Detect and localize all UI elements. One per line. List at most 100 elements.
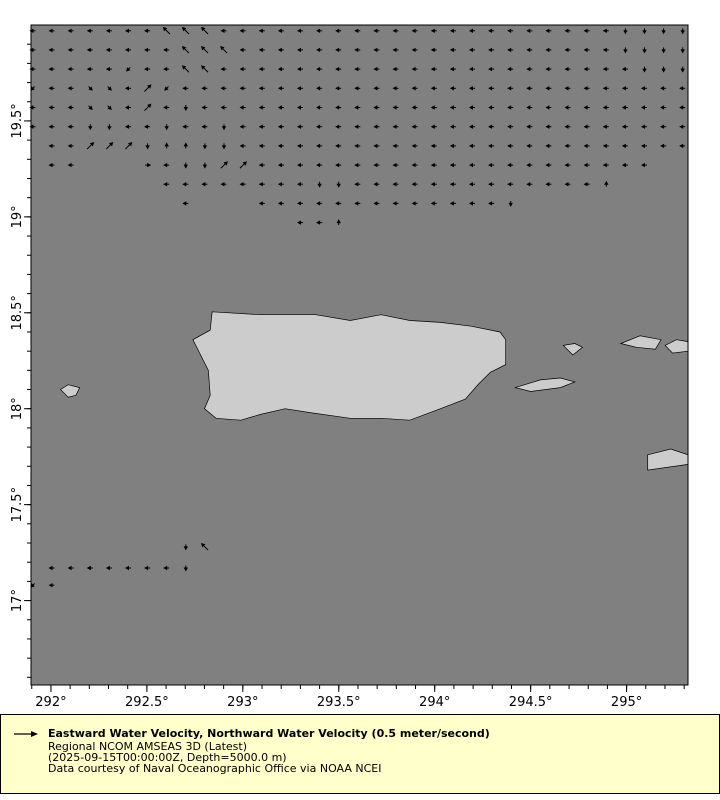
velocity-arrow: [545, 182, 552, 187]
velocity-arrow: [183, 142, 189, 149]
velocity-arrow: [469, 201, 475, 206]
velocity-arrow: [220, 28, 227, 33]
velocity-arrow: [144, 565, 151, 571]
velocity-arrow: [392, 28, 399, 33]
velocity-arrow: [507, 124, 514, 129]
velocity-arrow: [277, 47, 284, 53]
velocity-arrow: [144, 103, 152, 112]
velocity-arrow: [661, 66, 666, 73]
velocity-arrow: [144, 28, 151, 33]
velocity-arrow: [182, 201, 189, 206]
velocity-arrow: [430, 124, 437, 129]
velocity-arrow: [201, 124, 208, 129]
velocity-arrow: [297, 66, 303, 72]
velocity-arrow: [526, 66, 533, 72]
velocity-arrow: [411, 201, 418, 206]
velocity-arrow: [373, 201, 380, 206]
velocity-arrow: [660, 86, 667, 91]
velocity-arrow: [449, 143, 456, 149]
velocity-arrow: [164, 86, 169, 91]
velocity-arrow: [258, 47, 265, 53]
velocity-arrow: [604, 180, 609, 187]
velocity-arrow: [545, 124, 552, 129]
velocity-arrow: [642, 47, 647, 54]
island: [619, 335, 662, 350]
lon-tick-label: 292.5°: [125, 695, 169, 710]
velocity-arrow: [181, 46, 190, 54]
velocity-arrow: [30, 583, 36, 588]
velocity-arrow: [145, 162, 152, 168]
velocity-arrow: [125, 124, 131, 129]
velocity-arrow: [48, 162, 55, 168]
velocity-arrow: [526, 182, 533, 187]
velocity-arrow: [201, 86, 208, 91]
velocity-arrow: [507, 47, 514, 53]
velocity-arrow: [602, 162, 609, 168]
velocity-arrow: [277, 66, 284, 72]
velocity-arrow: [373, 28, 380, 33]
lat-tick-label: 17.5°: [10, 487, 25, 522]
velocity-arrow: [162, 26, 171, 35]
velocity-arrow: [163, 47, 170, 53]
velocity-arrow: [297, 105, 303, 110]
velocity-arrow: [526, 143, 533, 149]
velocity-arrow: [508, 200, 513, 207]
velocity-arrow: [182, 124, 189, 129]
velocity-arrow: [258, 86, 265, 91]
velocity-arrow: [201, 46, 209, 54]
velocity-arrow: [660, 105, 667, 110]
velocity-arrow: [316, 105, 323, 110]
velocity-arrow: [107, 105, 112, 110]
velocity-arrow: [202, 162, 208, 169]
velocity-arrow: [602, 124, 609, 129]
velocity-arrow: [449, 28, 456, 33]
plot-frame: [30, 24, 689, 686]
velocity-arrow: [545, 143, 552, 149]
velocity-arrow: [316, 47, 323, 53]
island: [514, 377, 576, 392]
velocity-arrow: [316, 201, 323, 206]
vector-map[interactable]: 292° 292.5° 293° 293.5° 294° 294.5° 295° 17° 17.…: [0, 0, 720, 712]
velocity-arrow: [201, 182, 208, 187]
velocity-arrow: [182, 182, 189, 187]
velocity-arrow: [125, 86, 131, 91]
velocity-arrow: [507, 66, 514, 72]
velocity-arrow: [125, 105, 131, 110]
velocity-arrow: [105, 28, 112, 33]
velocity-arrow: [354, 201, 361, 206]
velocity-arrow: [48, 86, 55, 91]
velocity-arrow: [105, 565, 112, 571]
lon-tick-label: 293.5°: [317, 695, 361, 710]
island: [192, 311, 507, 421]
velocity-arrow: [602, 86, 609, 91]
velocity-arrow: [507, 182, 514, 187]
velocity-arrow: [48, 66, 55, 72]
lat-tick-label: 19°: [10, 205, 25, 228]
velocity-arrow: [181, 26, 190, 35]
velocity-arrow: [48, 28, 55, 33]
velocity-arrow: [239, 86, 246, 91]
velocity-arrow: [239, 161, 247, 169]
velocity-arrow: [335, 105, 342, 110]
legend-dataset: Regional NCOM AMSEAS 3D (Latest): [48, 740, 247, 753]
velocity-arrow: [67, 47, 74, 53]
arrow-right-icon: [14, 731, 38, 737]
velocity-arrow: [335, 86, 342, 91]
velocity-arrow: [48, 565, 55, 571]
velocity-arrow: [583, 182, 590, 187]
velocity-arrow: [469, 143, 475, 149]
velocity-arrow: [183, 544, 189, 551]
velocity-arrow: [621, 162, 628, 168]
velocity-arrow: [623, 47, 628, 54]
velocity-arrow: [430, 105, 437, 110]
velocity-arrow: [105, 66, 112, 72]
lon-tick-label: 292°: [35, 695, 66, 710]
velocity-arrow: [392, 162, 399, 168]
velocity-arrow: [335, 66, 342, 72]
velocity-arrow: [392, 182, 399, 187]
velocity-arrow: [430, 201, 437, 206]
legend: Eastward Water Velocity, Northward Water…: [0, 714, 720, 794]
velocity-arrow: [220, 86, 227, 91]
velocity-arrow: [660, 124, 667, 129]
velocity-arrow: [430, 86, 437, 91]
